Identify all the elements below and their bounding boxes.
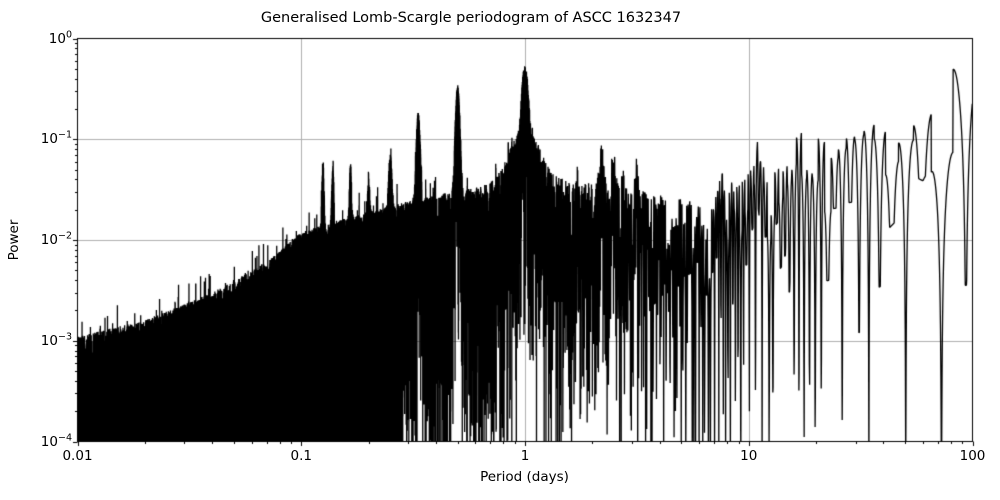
x-tick-label-0.01: 0.01 bbox=[62, 448, 93, 464]
x-axis-label: Period (days) bbox=[480, 469, 569, 485]
x-tick-label-1: 1 bbox=[520, 448, 530, 464]
y-tick-label-10^0: 100 bbox=[48, 29, 72, 47]
x-tick-label-0.1: 0.1 bbox=[290, 448, 312, 464]
y-tick-label-10^−3: 10−3 bbox=[40, 331, 72, 349]
y-tick-label-10^−4: 10−4 bbox=[40, 432, 72, 450]
x-tick-label-10: 10 bbox=[740, 448, 758, 464]
y-tick-label-10^−1: 10−1 bbox=[40, 129, 72, 148]
chart-title: Generalised Lomb-Scargle periodogram of … bbox=[260, 10, 682, 26]
x-tick-label-100: 100 bbox=[959, 448, 986, 464]
y-tick-label-10^−2: 10−2 bbox=[40, 230, 72, 248]
